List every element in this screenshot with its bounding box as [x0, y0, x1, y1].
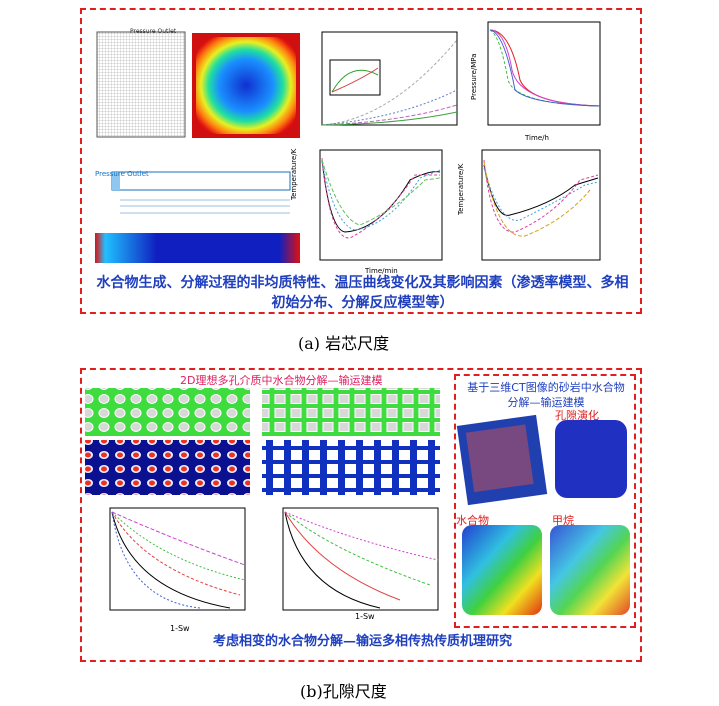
mesh-image — [96, 31, 186, 138]
label: 水合物 — [456, 514, 489, 527]
panel-b-left-title: 2D理想多孔介质中水合物分解—输运建模 — [180, 374, 383, 387]
panel-a-frame — [80, 8, 642, 314]
temperature-plot-2 — [481, 149, 601, 261]
axis-label: Time/min — [365, 267, 398, 275]
hydrate-heatmap-1 — [85, 440, 250, 495]
axis-label: Temperature/K — [457, 163, 465, 215]
panel-b-frame — [80, 368, 642, 662]
panel-b-right-title: 基于三维CT图像的砂岩中水合物分解—输运建模 — [467, 381, 625, 409]
hydrate-heatmap-2 — [262, 440, 440, 495]
axis-label: 1-Sw — [170, 624, 190, 633]
axis-label: Temperature/K — [290, 148, 298, 200]
label: 甲烷 — [552, 514, 574, 527]
axis-label: Time/h — [525, 134, 549, 142]
pressure-plot — [487, 21, 601, 126]
panel-a-summary: 水合物生成、分解过程的非均质特性、温压曲线变化及其影响因素（渗透率模型、多相初始… — [96, 275, 629, 311]
label: Pressure Outlet — [130, 28, 177, 35]
tube-heatmap — [95, 233, 300, 263]
ct-cubes — [456, 414, 630, 615]
panel-b-summary: 考虑相变的水合物分解—输运多相传热传质机理研究 — [212, 634, 512, 649]
panel-b-caption: (b)孔隙尺度 — [300, 682, 387, 701]
label: Pressure Outlet — [95, 170, 149, 178]
heatmap — [196, 37, 296, 134]
porous-media-2 — [262, 388, 440, 436]
permeability-plot-2 — [282, 507, 439, 611]
rate-plot — [321, 31, 458, 126]
schematic — [111, 171, 291, 214]
label: 孔隙演化 — [555, 409, 599, 422]
permeability-plot-1 — [109, 507, 246, 611]
porous-media-1 — [85, 388, 250, 436]
ct-frame — [454, 374, 636, 628]
axis-label: 1-Sw — [355, 612, 375, 621]
axis-label: Pressure/MPa — [470, 53, 478, 100]
panel-a-caption: (a) 岩芯尺度 — [298, 334, 390, 353]
temperature-plot-1 — [319, 149, 443, 261]
